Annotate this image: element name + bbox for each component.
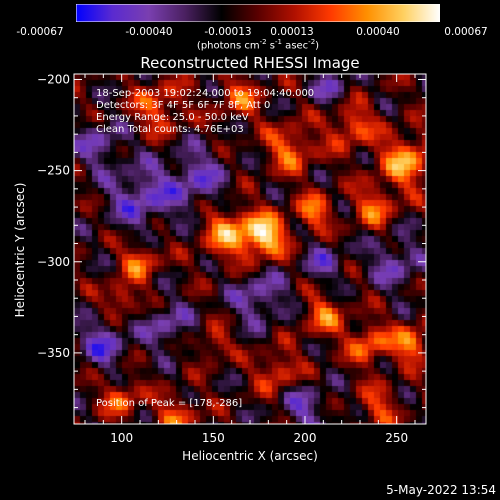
colorbar-tick-label: 0.00013 (270, 26, 314, 38)
unit-exp: -2 (259, 38, 267, 46)
y-tick-label: −200 (37, 72, 70, 86)
annotation-time: 18-Sep-2003 19:02:24.000 to 19:04:40.000 (96, 88, 315, 99)
chart-title: Reconstructed RHESSI Image (140, 54, 360, 72)
colorbar-unit-label: (photons cm-2 s-1 asec-2) (197, 38, 319, 51)
colorbar-fill (76, 4, 440, 22)
unit-exp: -1 (275, 38, 283, 46)
x-tick-label: 250 (385, 431, 408, 445)
colorbar-tick-label: 0.00040 (356, 26, 400, 38)
unit-s: s (266, 40, 276, 52)
annotation-peak: Position of Peak = [178,-286] (96, 398, 243, 409)
annotation-detectors: Detectors: 3F 4F 5F 6F 7F 8F, Att 0 (96, 100, 271, 111)
x-tick-label: 200 (294, 431, 317, 445)
unit-asec: asec (282, 40, 309, 52)
unit-exp: -2 (308, 38, 316, 46)
y-tick-label: −300 (37, 255, 70, 269)
x-axis-label: Heliocentric X (arcsec) (182, 449, 318, 463)
footer-date: 5-May-2022 13:54 (386, 483, 496, 497)
annotation-clean: Clean Total counts: 4.76E+03 (96, 124, 244, 135)
colorbar-tick-label: -0.00067 (16, 26, 64, 38)
colorbar (76, 4, 440, 22)
y-tick-label: −350 (37, 346, 70, 360)
y-axis-label: Heliocentric Y (arcsec) (13, 182, 27, 318)
colorbar-gradient (76, 4, 440, 22)
unit-main: (photons cm (196, 40, 260, 52)
colorbar-tick-label: -0.00040 (125, 26, 173, 38)
annotation-energy: Energy Range: 25.0 - 50.0 keV (96, 112, 249, 123)
colorbar-tick-label: -0.00013 (204, 26, 252, 38)
y-tick-label: −250 (37, 164, 70, 178)
x-tick-label: 150 (202, 431, 225, 445)
unit-close: ) (315, 40, 320, 52)
heatmap-image (74, 74, 426, 424)
plot-area (74, 74, 426, 424)
x-tick-label: 100 (110, 431, 133, 445)
colorbar-tick-label: 0.00067 (444, 26, 488, 38)
